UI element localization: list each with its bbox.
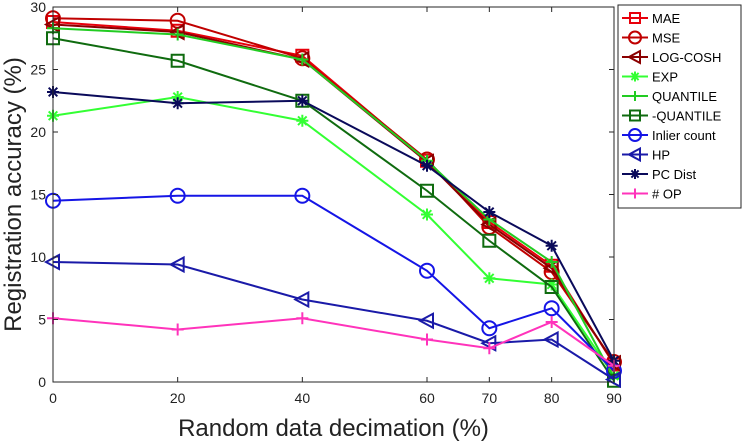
series-op: [47, 312, 620, 372]
legend-label: Inlier count: [652, 128, 716, 143]
data-point-pc-dist: [545, 239, 558, 252]
x-tick-label: 90: [606, 390, 622, 406]
data-point-pc-dist: [296, 94, 309, 107]
legend-item-mse: MSE: [622, 30, 681, 46]
series-line-mae: [52, 21, 615, 366]
series-line-hp: [52, 261, 615, 381]
y-tick-label: 30: [30, 0, 46, 15]
x-axis-label: Random data decimation (%): [178, 415, 489, 442]
x-tick-label: 60: [419, 390, 435, 406]
data-point-quantile: [170, 53, 185, 68]
legend-marker-mse: [628, 30, 642, 45]
data-point-hp: [542, 330, 559, 349]
data-point-exp: [421, 208, 433, 221]
data-point-hp: [417, 312, 434, 330]
legend-marker-mae: [629, 12, 641, 24]
x-tick-label: 70: [482, 390, 498, 406]
legend-label: HP: [652, 148, 670, 163]
data-point-exp: [545, 278, 558, 291]
data-point-pc-dist: [483, 206, 496, 218]
data-point-op: [483, 342, 496, 355]
series-line-quantile: [52, 37, 615, 382]
y-tick-label: 0: [38, 374, 46, 390]
data-point-quantile: [171, 28, 184, 41]
legend-item-inlier-count: Inlier count: [622, 128, 716, 143]
data-point-inlier-count: [169, 187, 186, 204]
data-point-quantile: [420, 183, 434, 198]
legend-label: -QUANTILE: [652, 109, 722, 124]
data-point-op: [545, 316, 558, 328]
legend-marker-quantile: [629, 109, 641, 122]
series-log-cosh: [43, 15, 621, 372]
data-point-pc-dist: [421, 159, 433, 172]
legend-marker-inlier-count: [628, 128, 642, 142]
series-line-pc-dist: [52, 91, 615, 362]
legend-label: LOG-COSH: [652, 50, 721, 65]
data-point-exp: [171, 91, 184, 103]
legend-label: MAE: [652, 11, 681, 26]
y-axis-label: Registration accuracy (%): [0, 57, 27, 332]
data-point-quantile: [296, 53, 309, 66]
y-tick-label: 5: [38, 312, 46, 328]
data-point-op: [171, 323, 184, 336]
legend: MAE MSE LOG-COSH EXP QUANTILE -QUANTILE Inlier…: [617, 4, 742, 209]
data-point-inlier-count: [419, 262, 435, 279]
legend-item-quantile: -QUANTILE: [622, 109, 722, 124]
data-point-hp: [293, 290, 310, 309]
series-mae: [46, 15, 621, 372]
legend-marker-exp: [630, 71, 640, 82]
legend-box: [617, 4, 742, 209]
data-point-pc-dist: [171, 97, 184, 110]
legend-marker-log-cosh: [626, 49, 641, 65]
series-line-inlier-count: [52, 194, 615, 372]
series-line-log-cosh: [52, 23, 615, 364]
legend-label: MSE: [652, 31, 681, 46]
x-tick-label: 20: [170, 390, 186, 406]
data-point-exp: [296, 114, 309, 127]
data-point-inlier-count: [294, 187, 311, 204]
data-point-inlier-count: [481, 320, 498, 337]
y-tick-label: 15: [30, 187, 46, 203]
series-exp: [47, 91, 620, 382]
legend-label: PC Dist: [652, 167, 696, 182]
legend-marker-hp: [626, 146, 641, 163]
legend-item-op: # OP: [622, 187, 682, 202]
y-tick-label: 10: [30, 249, 46, 265]
data-point-quantile: [545, 256, 558, 268]
legend-item-exp: EXP: [622, 70, 678, 85]
x-tick-label: 40: [295, 390, 311, 406]
series-line-exp: [52, 95, 615, 377]
series-mse: [45, 10, 622, 370]
data-point-hp: [168, 255, 185, 274]
legend-item-mae: MAE: [622, 11, 681, 26]
legend-item-pc-dist: PC Dist: [622, 167, 696, 182]
data-point-op: [296, 312, 309, 325]
y-tick-label: 25: [30, 62, 46, 78]
legend-marker-op: [630, 188, 640, 199]
y-tick-label: 20: [30, 124, 46, 140]
legend-item-log-cosh: LOG-COSH: [622, 49, 721, 65]
data-point-exp: [483, 272, 496, 285]
data-point-op: [421, 333, 433, 346]
legend-marker-pc-dist: [630, 169, 640, 179]
legend-label: # OP: [652, 187, 682, 202]
series-line-op: [52, 317, 615, 367]
x-tick-label: 0: [49, 390, 57, 406]
legend-item-quantile: QUANTILE: [622, 89, 717, 104]
legend-label: QUANTILE: [652, 89, 717, 104]
legend-marker-quantile: [630, 91, 640, 101]
data-point-quantile: [544, 280, 559, 294]
data-point-quantile: [482, 233, 497, 248]
series-hp: [43, 253, 621, 389]
data-point-inlier-count: [543, 300, 560, 317]
x-tick-label: 80: [544, 390, 560, 406]
series-line-mse: [52, 17, 615, 363]
legend-label: EXP: [652, 70, 678, 85]
legend-item-hp: HP: [622, 146, 670, 163]
